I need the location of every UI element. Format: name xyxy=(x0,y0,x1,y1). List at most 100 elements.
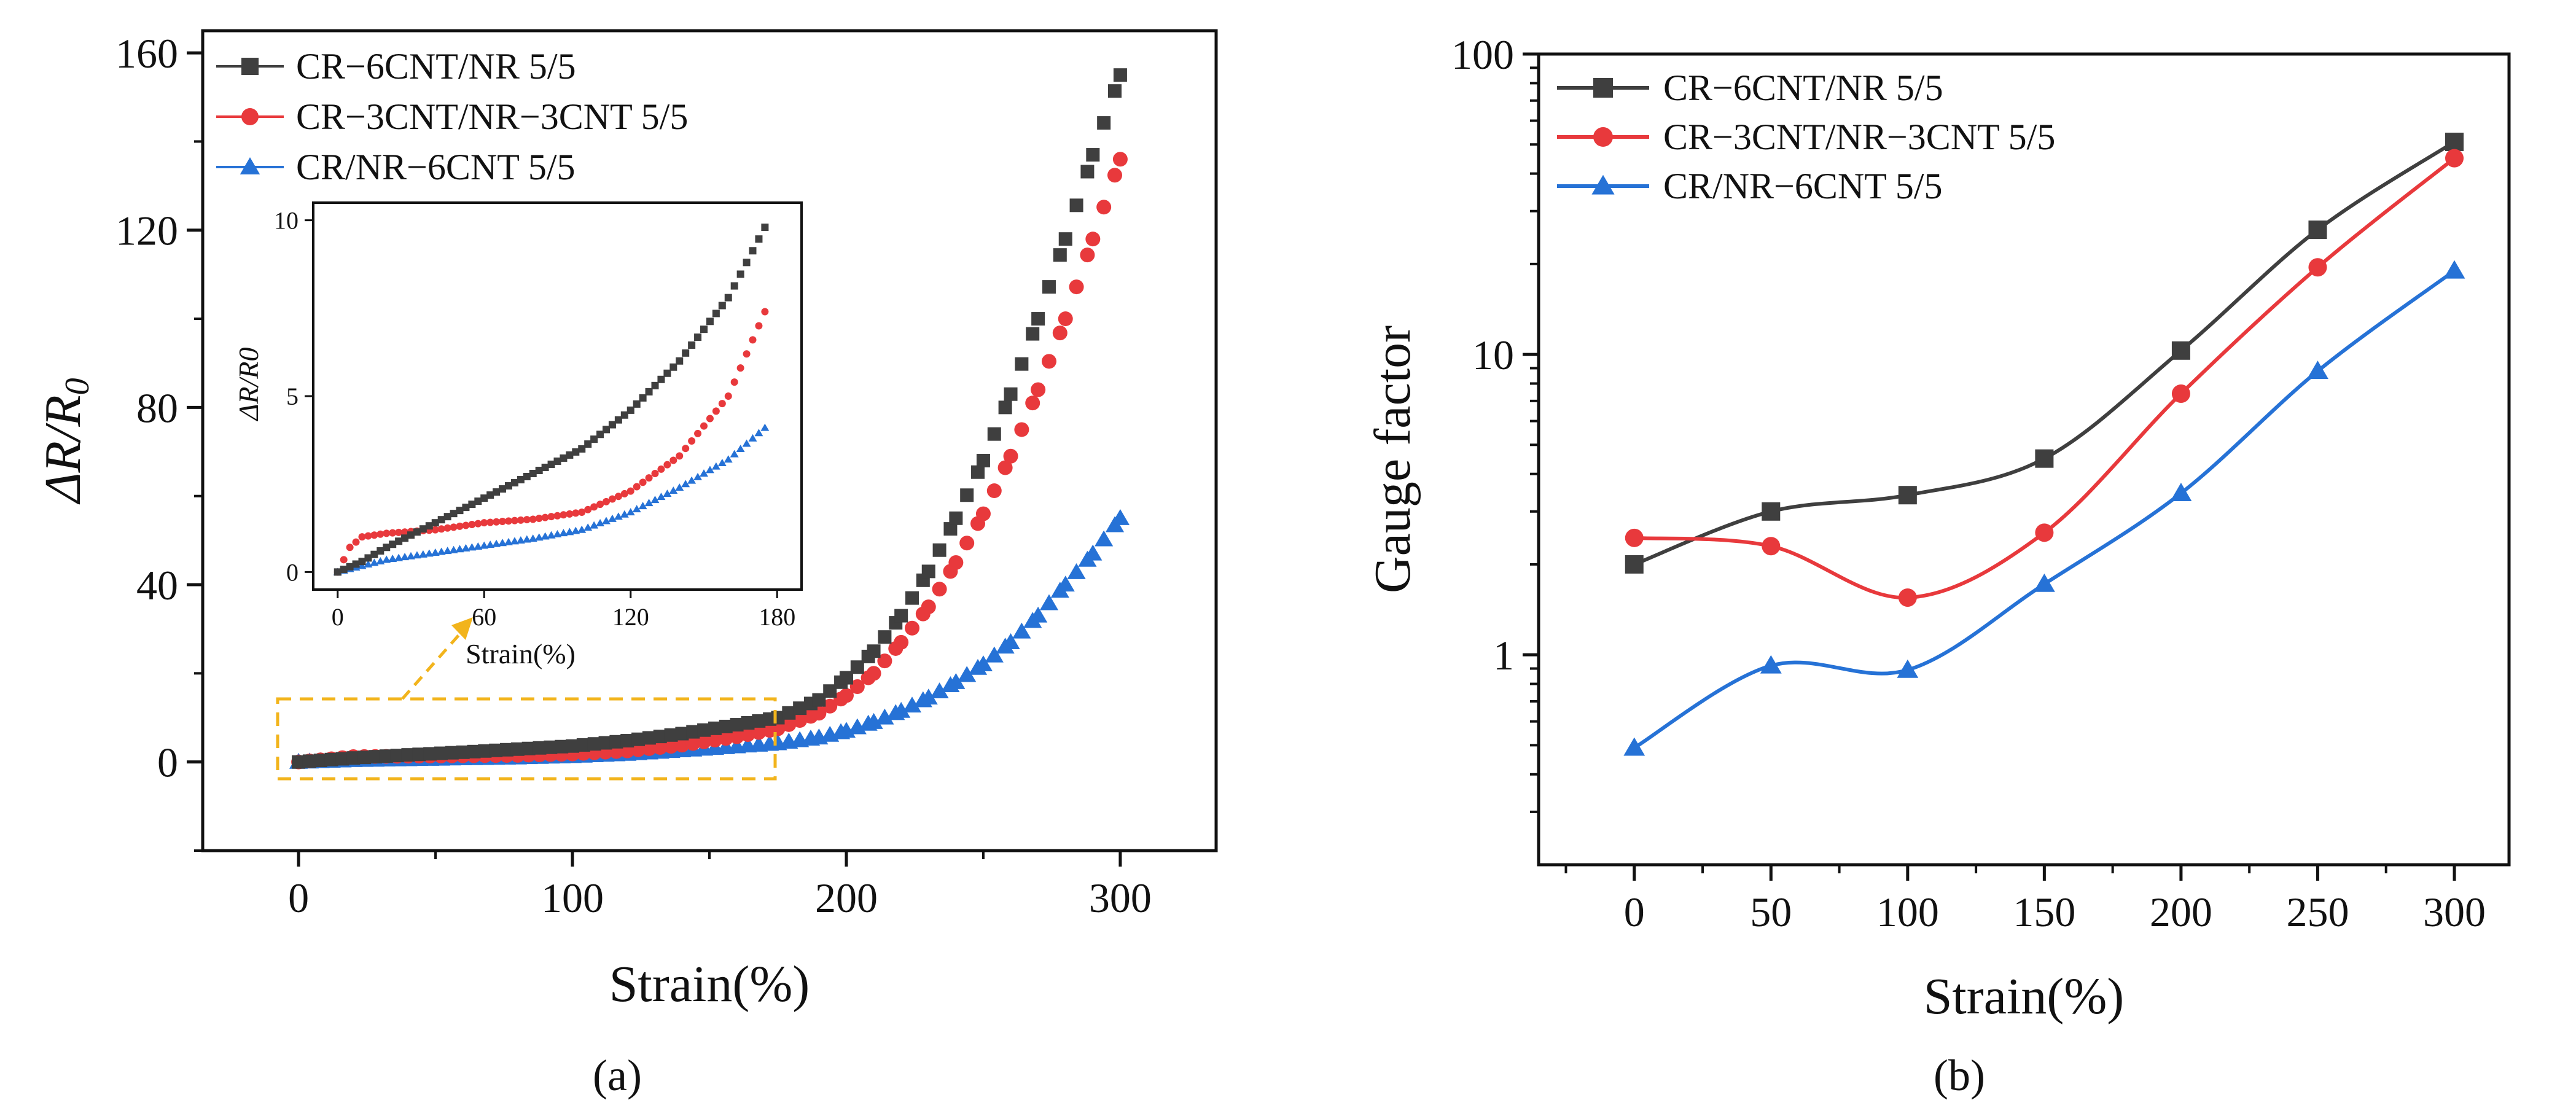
panel-a-xtick-label: 200 xyxy=(815,875,878,921)
panel-a-point xyxy=(921,564,935,579)
panel-a-legend: CR−6CNT/NR 5/5 CR−3CNT/NR−3CNT 5/5 CR/NR−6… xyxy=(216,46,688,187)
panel-b-frame xyxy=(1537,52,2511,867)
panel-a-point xyxy=(1052,326,1067,341)
inset-point xyxy=(717,458,727,466)
panel-a-point xyxy=(902,696,922,713)
inset-point xyxy=(523,473,531,481)
panel-a-point xyxy=(576,738,590,752)
inset-point xyxy=(370,550,378,558)
inset-point xyxy=(620,489,628,497)
inset-point xyxy=(712,310,720,318)
inset-point xyxy=(682,445,690,453)
inset-point xyxy=(450,510,458,518)
inset-point xyxy=(352,538,360,546)
inset-point xyxy=(499,485,507,493)
panel-b-legend-label: CR−6CNT/NR 5/5 xyxy=(1663,68,1943,108)
panel-a-point xyxy=(958,666,977,682)
inset-point xyxy=(565,528,574,536)
inset-point xyxy=(626,508,635,516)
panel-a-point xyxy=(707,733,722,748)
panel-b-point xyxy=(2171,341,2190,360)
panel-a-label: (a) xyxy=(593,1051,642,1100)
inset-ytick-label: 0 xyxy=(286,558,299,586)
panel-b-point xyxy=(2035,523,2054,542)
panel-a-xtick-label: 300 xyxy=(1089,875,1152,921)
panel-b-point xyxy=(2170,483,2192,501)
panel-a-point xyxy=(946,673,966,689)
panel-a-point xyxy=(1031,312,1045,326)
panel-a-point xyxy=(878,630,892,644)
inset-point xyxy=(407,552,415,560)
inset-point xyxy=(541,532,550,540)
inset-point xyxy=(760,423,770,431)
panel-a-point xyxy=(1026,327,1040,341)
inset-point xyxy=(694,429,702,437)
panel-a-point xyxy=(478,744,492,758)
panel-a-legend-marker xyxy=(241,108,259,125)
panel-a-point xyxy=(894,609,908,623)
inset-point xyxy=(517,516,525,524)
panel-b-point xyxy=(2307,361,2328,380)
panel-a-point xyxy=(302,754,316,768)
panel-a-point xyxy=(905,591,919,605)
inset-point xyxy=(431,519,439,527)
inset-point xyxy=(424,549,434,557)
panel-a-point xyxy=(864,712,883,729)
inset-point xyxy=(340,556,348,564)
panel-a-point xyxy=(1080,248,1095,263)
inset-point xyxy=(418,550,427,558)
inset-point xyxy=(419,525,427,533)
inset-point xyxy=(553,457,561,465)
panel-a-point xyxy=(609,735,623,749)
inset-point xyxy=(431,526,439,534)
inset-point xyxy=(639,478,647,486)
panel-b-xtick-label: 100 xyxy=(1876,889,1939,935)
inset-point xyxy=(510,537,519,545)
panel-a-legend-marker xyxy=(240,157,260,174)
panel-a-point xyxy=(412,747,426,762)
panel-b-legend-marker xyxy=(1593,127,1613,147)
panel-a-point xyxy=(598,736,612,750)
panel-a-point xyxy=(1031,382,1046,397)
panel-a-point xyxy=(730,718,744,732)
inset-xtick-label: 180 xyxy=(759,603,795,631)
panel-a-xlabel: Strain(%) xyxy=(609,956,810,1013)
inset-point xyxy=(535,515,543,523)
panel-a-point xyxy=(500,743,513,757)
inset-point xyxy=(633,400,641,408)
inset-point xyxy=(626,487,634,495)
inset-frame xyxy=(312,201,803,591)
inset-point xyxy=(346,563,354,571)
panel-b-point xyxy=(1762,502,1781,521)
zoom-arrow-head xyxy=(451,617,473,640)
inset-point xyxy=(596,431,604,439)
inset-point xyxy=(705,466,714,474)
panel-a-point xyxy=(719,719,733,733)
panel-a-point xyxy=(555,739,569,754)
panel-b-series-2 xyxy=(1623,260,2465,756)
inset-point xyxy=(529,515,537,523)
inset-point xyxy=(736,270,744,278)
panel-a-point xyxy=(974,655,993,672)
panel-a-point xyxy=(1058,311,1073,327)
panel-a-point xyxy=(751,725,767,740)
inset-point xyxy=(584,440,592,448)
inset-ytick-label: 5 xyxy=(286,383,299,410)
inset-point xyxy=(626,406,634,414)
panel-a: 0 100 200 300 0 40 80 120 160 0 60 120 180 0 5 10 Strai… xyxy=(34,29,1218,1100)
panel-a-point xyxy=(368,750,382,764)
panel-a-point xyxy=(335,752,349,766)
panel-a-point xyxy=(1014,422,1029,437)
panel-a-point xyxy=(1107,168,1122,183)
inset-point xyxy=(724,294,732,302)
panel-a-point xyxy=(987,427,1001,441)
inset-point xyxy=(754,429,763,437)
inset-point xyxy=(632,505,641,513)
inset-content: 0 60 120 180 0 5 10 Strain(%) ΔR/R0 xyxy=(233,207,795,669)
inset-point xyxy=(700,326,708,333)
inset-point xyxy=(645,474,653,482)
panel-a-point xyxy=(741,715,755,730)
inset-point xyxy=(706,318,714,326)
panel-a-point xyxy=(708,721,722,735)
panel-a-point xyxy=(877,653,892,669)
